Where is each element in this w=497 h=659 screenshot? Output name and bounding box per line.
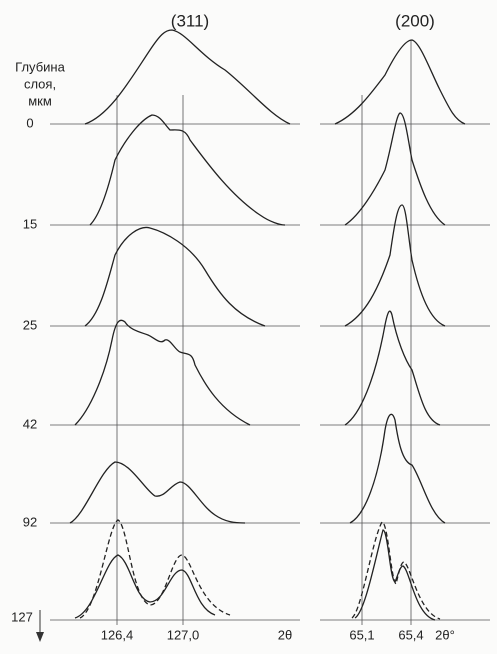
- profile: [344, 112, 446, 226]
- x-tick-label: 65,1: [349, 627, 374, 642]
- profiles-311: [69, 29, 291, 619]
- profile-dashed: [351, 521, 441, 620]
- profiles-200: [334, 39, 466, 621]
- profile: [74, 319, 251, 426]
- profile: [344, 310, 441, 426]
- x-tick-label: 65,4: [398, 627, 423, 642]
- profile: [89, 114, 286, 226]
- depth-label: 127: [11, 609, 33, 624]
- baselines: [50, 123, 490, 621]
- profile: [74, 554, 216, 619]
- profile: [349, 413, 446, 524]
- depth-arrow: [36, 610, 44, 642]
- axis-label: Глубина: [15, 59, 65, 74]
- profile: [344, 204, 446, 327]
- panel-title: (311): [171, 11, 209, 30]
- x-tick-label: 126,4: [101, 627, 134, 642]
- profile-dashed: [79, 519, 231, 619]
- axis-label: мкм: [28, 93, 52, 108]
- axis-label: слоя,: [24, 76, 56, 91]
- x-tick-label: 127,0: [167, 627, 200, 642]
- profile: [334, 39, 466, 125]
- x-axis-label: 2θ°: [435, 627, 455, 642]
- depth-label: 25: [23, 317, 37, 332]
- panel-title: (200): [395, 11, 435, 30]
- x-axis-label: 2θ: [278, 627, 292, 642]
- depth-label: 92: [23, 514, 37, 529]
- profile: [69, 461, 246, 524]
- depth-label: 0: [26, 115, 33, 130]
- depth-label: 42: [23, 416, 37, 431]
- depth-label: 15: [23, 216, 37, 231]
- profile: [84, 226, 266, 327]
- reference-lines: [116, 40, 412, 625]
- profile: [84, 29, 291, 125]
